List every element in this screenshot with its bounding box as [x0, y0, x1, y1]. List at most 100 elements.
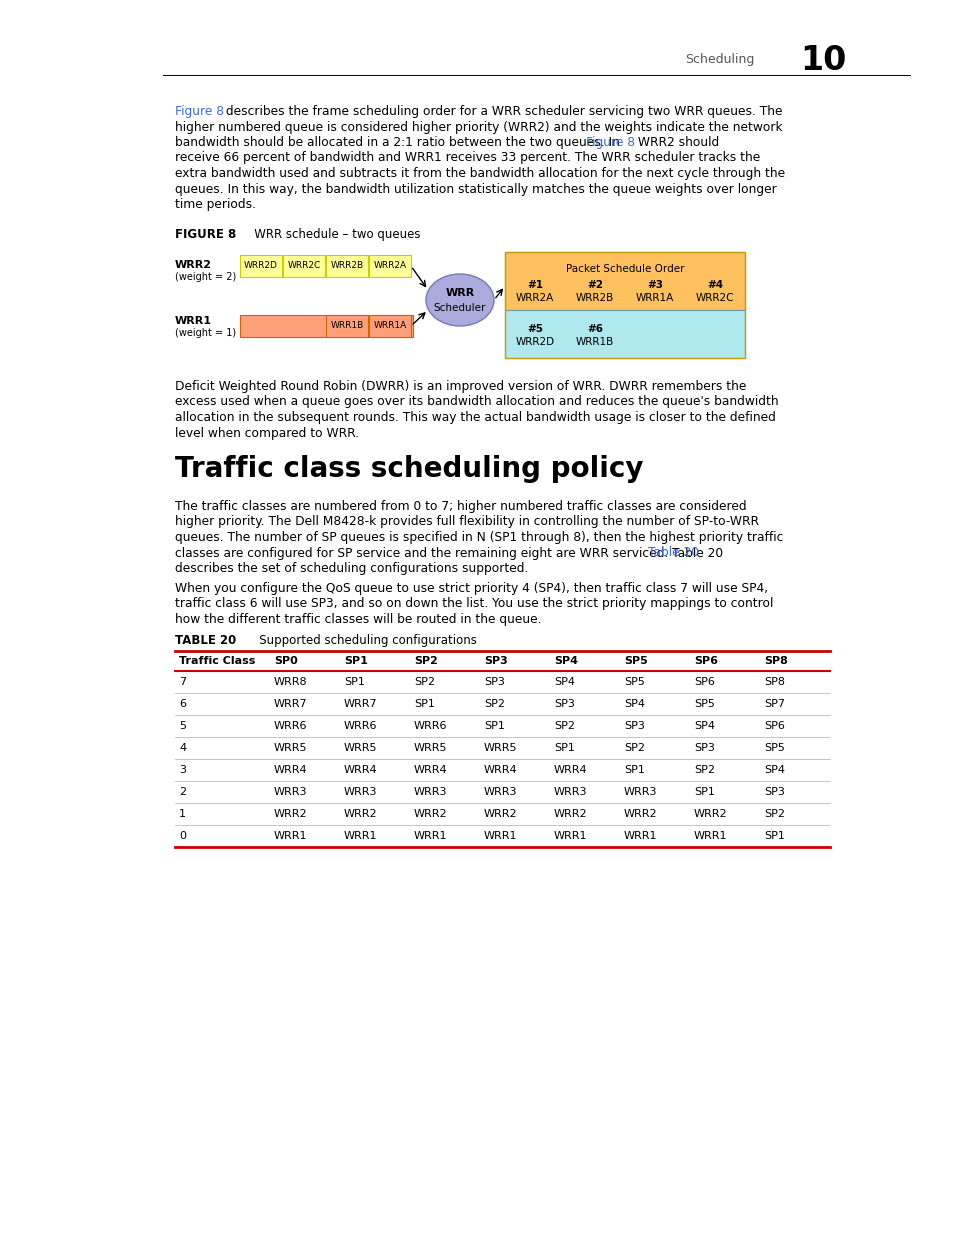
Text: 1: 1: [179, 809, 186, 819]
Text: SP4: SP4: [693, 721, 714, 731]
Text: Traffic Class: Traffic Class: [179, 656, 255, 666]
Text: WRR1: WRR1: [693, 831, 727, 841]
Text: SP3: SP3: [623, 721, 644, 731]
Text: SP5: SP5: [623, 677, 644, 687]
Text: SP1: SP1: [554, 743, 575, 753]
Text: WRR2B: WRR2B: [576, 293, 614, 303]
Text: WRR2A: WRR2A: [516, 293, 554, 303]
Text: SP8: SP8: [763, 656, 787, 666]
Text: excess used when a queue goes over its bandwidth allocation and reduces the queu: excess used when a queue goes over its b…: [174, 395, 778, 409]
Ellipse shape: [426, 274, 494, 326]
Text: bandwidth should be allocated in a 2:1 ratio between the two queues. In: bandwidth should be allocated in a 2:1 r…: [174, 136, 623, 149]
Text: WRR6: WRR6: [274, 721, 307, 731]
Text: WRR1A: WRR1A: [636, 293, 674, 303]
Text: SP2: SP2: [763, 809, 784, 819]
Text: WRR2: WRR2: [344, 809, 377, 819]
Text: WRR3: WRR3: [344, 787, 377, 797]
FancyBboxPatch shape: [504, 252, 744, 310]
Text: SP2: SP2: [414, 656, 437, 666]
Text: SP3: SP3: [693, 743, 714, 753]
Text: WRR2: WRR2: [274, 809, 307, 819]
Text: WRR8: WRR8: [274, 677, 307, 687]
Text: describes the set of scheduling configurations supported.: describes the set of scheduling configur…: [174, 562, 528, 576]
Text: SP1: SP1: [623, 764, 644, 776]
Text: #1: #1: [526, 280, 542, 290]
Text: (weight = 1): (weight = 1): [174, 329, 236, 338]
Text: SP1: SP1: [344, 677, 364, 687]
Text: SP5: SP5: [623, 656, 647, 666]
Text: SP5: SP5: [763, 743, 784, 753]
Text: queues. In this way, the bandwidth utilization statistically matches the queue w: queues. In this way, the bandwidth utili…: [174, 183, 776, 195]
Text: 0: 0: [179, 831, 186, 841]
Text: #5: #5: [526, 324, 542, 333]
Text: SP2: SP2: [693, 764, 714, 776]
Text: WRR1: WRR1: [554, 831, 587, 841]
Text: receive 66 percent of bandwidth and WRR1 receives 33 percent. The WRR scheduler : receive 66 percent of bandwidth and WRR1…: [174, 152, 760, 164]
Text: WRR6: WRR6: [344, 721, 377, 731]
Text: WRR: WRR: [445, 288, 475, 298]
Text: FIGURE 8: FIGURE 8: [174, 228, 236, 241]
Text: WRR1: WRR1: [174, 316, 212, 326]
Text: extra bandwidth used and subtracts it from the bandwidth allocation for the next: extra bandwidth used and subtracts it fr…: [174, 167, 784, 180]
Text: When you configure the QoS queue to use strict priority 4 (SP4), then traffic cl: When you configure the QoS queue to use …: [174, 582, 767, 595]
Text: The traffic classes are numbered from 0 to 7; higher numbered traffic classes ar: The traffic classes are numbered from 0 …: [174, 500, 746, 513]
Text: WRR1B: WRR1B: [330, 321, 363, 331]
FancyBboxPatch shape: [326, 315, 368, 337]
Text: SP4: SP4: [554, 677, 575, 687]
Text: WRR5: WRR5: [344, 743, 377, 753]
Text: 6: 6: [179, 699, 186, 709]
Text: SP2: SP2: [414, 677, 435, 687]
Text: WRR1B: WRR1B: [576, 337, 614, 347]
Text: SP1: SP1: [414, 699, 435, 709]
Text: classes are configured for SP service and the remaining eight are WRR serviced. : classes are configured for SP service an…: [174, 547, 722, 559]
Text: SP1: SP1: [344, 656, 368, 666]
Text: SP0: SP0: [274, 656, 297, 666]
Text: time periods.: time periods.: [174, 198, 255, 211]
Text: #4: #4: [706, 280, 722, 290]
Text: WRR7: WRR7: [274, 699, 307, 709]
Text: Figure 8: Figure 8: [174, 105, 224, 119]
Text: WRR5: WRR5: [483, 743, 517, 753]
Text: Scheduler: Scheduler: [434, 303, 486, 312]
Text: higher numbered queue is considered higher priority (WRR2) and the weights indic: higher numbered queue is considered high…: [174, 121, 781, 133]
Text: #2: #2: [586, 280, 602, 290]
Text: SP2: SP2: [623, 743, 644, 753]
Text: SP1: SP1: [693, 787, 714, 797]
Text: WRR2B: WRR2B: [330, 262, 363, 270]
Text: SP1: SP1: [483, 721, 504, 731]
Text: WRR2A: WRR2A: [373, 262, 406, 270]
Text: WRR2: WRR2: [483, 809, 517, 819]
Text: Deficit Weighted Round Robin (DWRR) is an improved version of WRR. DWRR remember: Deficit Weighted Round Robin (DWRR) is a…: [174, 380, 745, 393]
Text: WRR4: WRR4: [344, 764, 377, 776]
Text: WRR4: WRR4: [483, 764, 517, 776]
Text: TABLE 20: TABLE 20: [174, 634, 236, 647]
FancyBboxPatch shape: [240, 254, 282, 277]
Text: WRR5: WRR5: [414, 743, 447, 753]
Text: SP5: SP5: [693, 699, 714, 709]
Text: SP4: SP4: [623, 699, 644, 709]
Text: WRR5: WRR5: [274, 743, 307, 753]
Text: WRR4: WRR4: [414, 764, 447, 776]
Text: allocation in the subsequent rounds. This way the actual bandwidth usage is clos: allocation in the subsequent rounds. Thi…: [174, 411, 775, 424]
Text: Packet Schedule Order: Packet Schedule Order: [565, 264, 683, 274]
Text: Table 20: Table 20: [647, 547, 699, 559]
Text: WRR2: WRR2: [554, 809, 587, 819]
Text: SP6: SP6: [763, 721, 784, 731]
FancyBboxPatch shape: [240, 315, 413, 337]
Text: WRR2: WRR2: [174, 261, 212, 270]
Text: WRR6: WRR6: [414, 721, 447, 731]
FancyBboxPatch shape: [326, 254, 368, 277]
Text: WRR7: WRR7: [344, 699, 377, 709]
Text: WRR3: WRR3: [483, 787, 517, 797]
Text: SP6: SP6: [693, 677, 714, 687]
Text: SP6: SP6: [693, 656, 718, 666]
Text: WRR1: WRR1: [483, 831, 517, 841]
Text: WRR2: WRR2: [623, 809, 657, 819]
Text: WRR3: WRR3: [414, 787, 447, 797]
Text: SP1: SP1: [763, 831, 784, 841]
Text: WRR2 should: WRR2 should: [634, 136, 719, 149]
Text: SP4: SP4: [763, 764, 784, 776]
Text: WRR4: WRR4: [554, 764, 587, 776]
Text: WRR1A: WRR1A: [373, 321, 406, 331]
Text: SP3: SP3: [483, 656, 507, 666]
